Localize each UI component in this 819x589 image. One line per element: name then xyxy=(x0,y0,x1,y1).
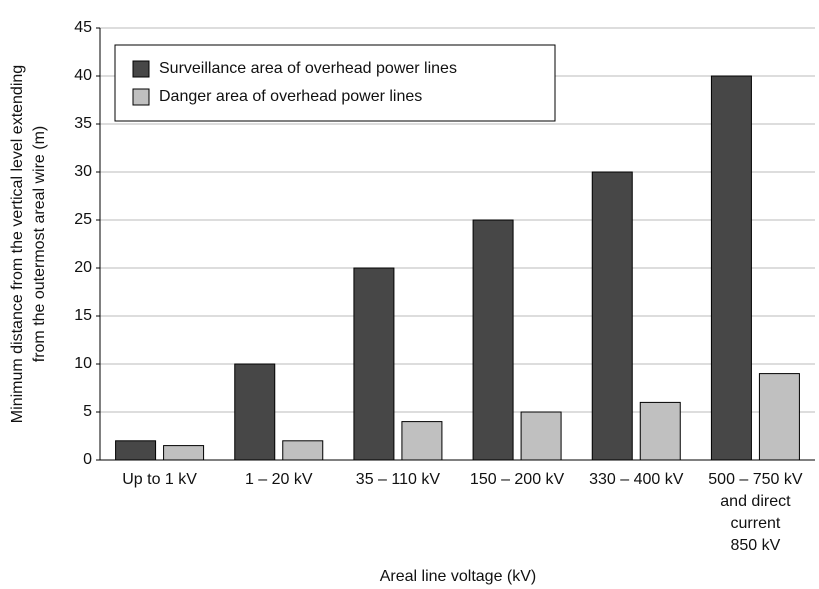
bar xyxy=(710,75,752,461)
bar xyxy=(472,219,514,461)
x-tick-label: 1 – 20 kV xyxy=(245,471,313,488)
y-tick-label: 40 xyxy=(74,67,92,84)
bar xyxy=(639,401,681,461)
x-tick-label: 330 – 400 kV xyxy=(589,471,684,488)
legend-swatch xyxy=(132,88,150,106)
bar xyxy=(401,421,443,461)
y-tick-label: 0 xyxy=(83,451,92,468)
x-tick-label: 500 – 750 kV and direct current 850 kV xyxy=(708,471,803,554)
y-tick-label: 30 xyxy=(74,163,92,180)
bar xyxy=(282,440,324,461)
legend-label: Surveillance area of overhead power line… xyxy=(159,60,457,77)
y-tick-label: 20 xyxy=(74,259,92,276)
bar xyxy=(758,373,800,461)
y-tick-label: 10 xyxy=(74,355,92,372)
x-tick-label: Up to 1 kV xyxy=(122,471,197,488)
bar xyxy=(520,411,562,461)
y-axis-label: from the outermost areal wire (m) xyxy=(31,126,48,363)
y-axis-label: Minimum distance from the vertical level… xyxy=(9,65,26,423)
legend-swatch xyxy=(132,60,150,78)
legend-box xyxy=(114,44,556,122)
x-tick-label: 150 – 200 kV xyxy=(470,471,565,488)
bar xyxy=(163,445,205,461)
y-tick-label: 45 xyxy=(74,19,92,36)
bar xyxy=(234,363,276,461)
bar xyxy=(115,440,157,461)
x-tick-label: 35 – 110 kV xyxy=(356,471,441,488)
y-tick-label: 15 xyxy=(74,307,92,324)
y-tick-label: 5 xyxy=(83,403,92,420)
y-tick-label: 25 xyxy=(74,211,92,228)
x-axis-label: Areal line voltage (kV) xyxy=(380,568,537,585)
legend-label: Danger area of overhead power lines xyxy=(159,88,422,105)
bar xyxy=(591,171,633,461)
bar xyxy=(353,267,395,461)
y-tick-label: 35 xyxy=(74,115,92,132)
